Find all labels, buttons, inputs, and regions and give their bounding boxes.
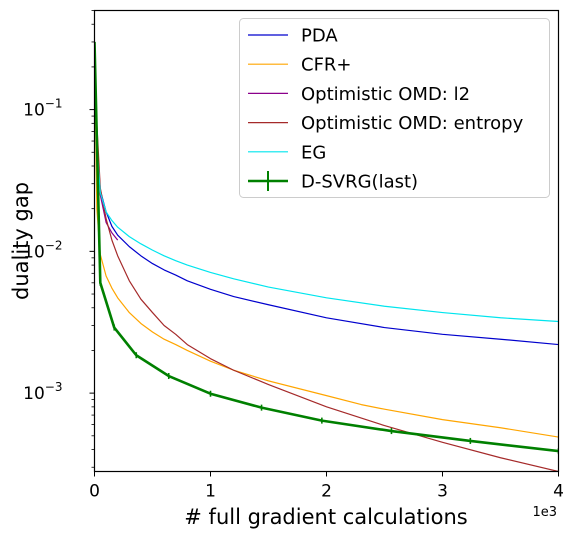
x-axis-label: # full gradient calculations <box>184 505 467 529</box>
series-line-3 <box>94 41 559 472</box>
series-layer <box>94 41 559 472</box>
legend-label: Optimistic OMD: l2 <box>301 84 470 105</box>
y-axis: 10−310−210−1 <box>23 10 95 468</box>
series-line-1 <box>94 41 559 438</box>
legend-label: EG <box>301 142 326 163</box>
series-line-4 <box>94 41 559 323</box>
y-tick-label: 10−3 <box>23 380 62 404</box>
legend-label: D-SVRG(last) <box>301 172 418 193</box>
y-tick-label: 10−1 <box>23 97 62 121</box>
y-tick-base: 10 <box>23 101 45 121</box>
y-tick-label: 10−2 <box>23 238 62 262</box>
legend-label: PDA <box>301 26 338 47</box>
y-tick-base: 10 <box>23 242 45 262</box>
x-tick-label: 3 <box>437 482 448 502</box>
y-tick-exponent: −3 <box>45 380 63 394</box>
x-tick-label: 2 <box>321 482 332 502</box>
legend-box <box>239 18 550 198</box>
x-tick-label: 0 <box>89 482 100 502</box>
x-axis: 0 1 2 3 4 <box>89 471 564 502</box>
x-offset-label: 1e3 <box>532 505 557 520</box>
y-tick-exponent: −2 <box>45 238 63 252</box>
y-tick-exponent: −1 <box>45 97 63 111</box>
legend-label: CFR+ <box>301 55 352 76</box>
y-axis-label: duality gap <box>9 182 33 300</box>
legend: PDA CFR+ Optimistic OMD: l2 Optimistic OMD:… <box>239 18 550 198</box>
x-tick-label: 1 <box>205 482 216 502</box>
y-tick-base: 10 <box>23 384 45 404</box>
legend-label: Optimistic OMD: entropy <box>301 113 524 134</box>
x-tick-label: 4 <box>553 482 564 502</box>
